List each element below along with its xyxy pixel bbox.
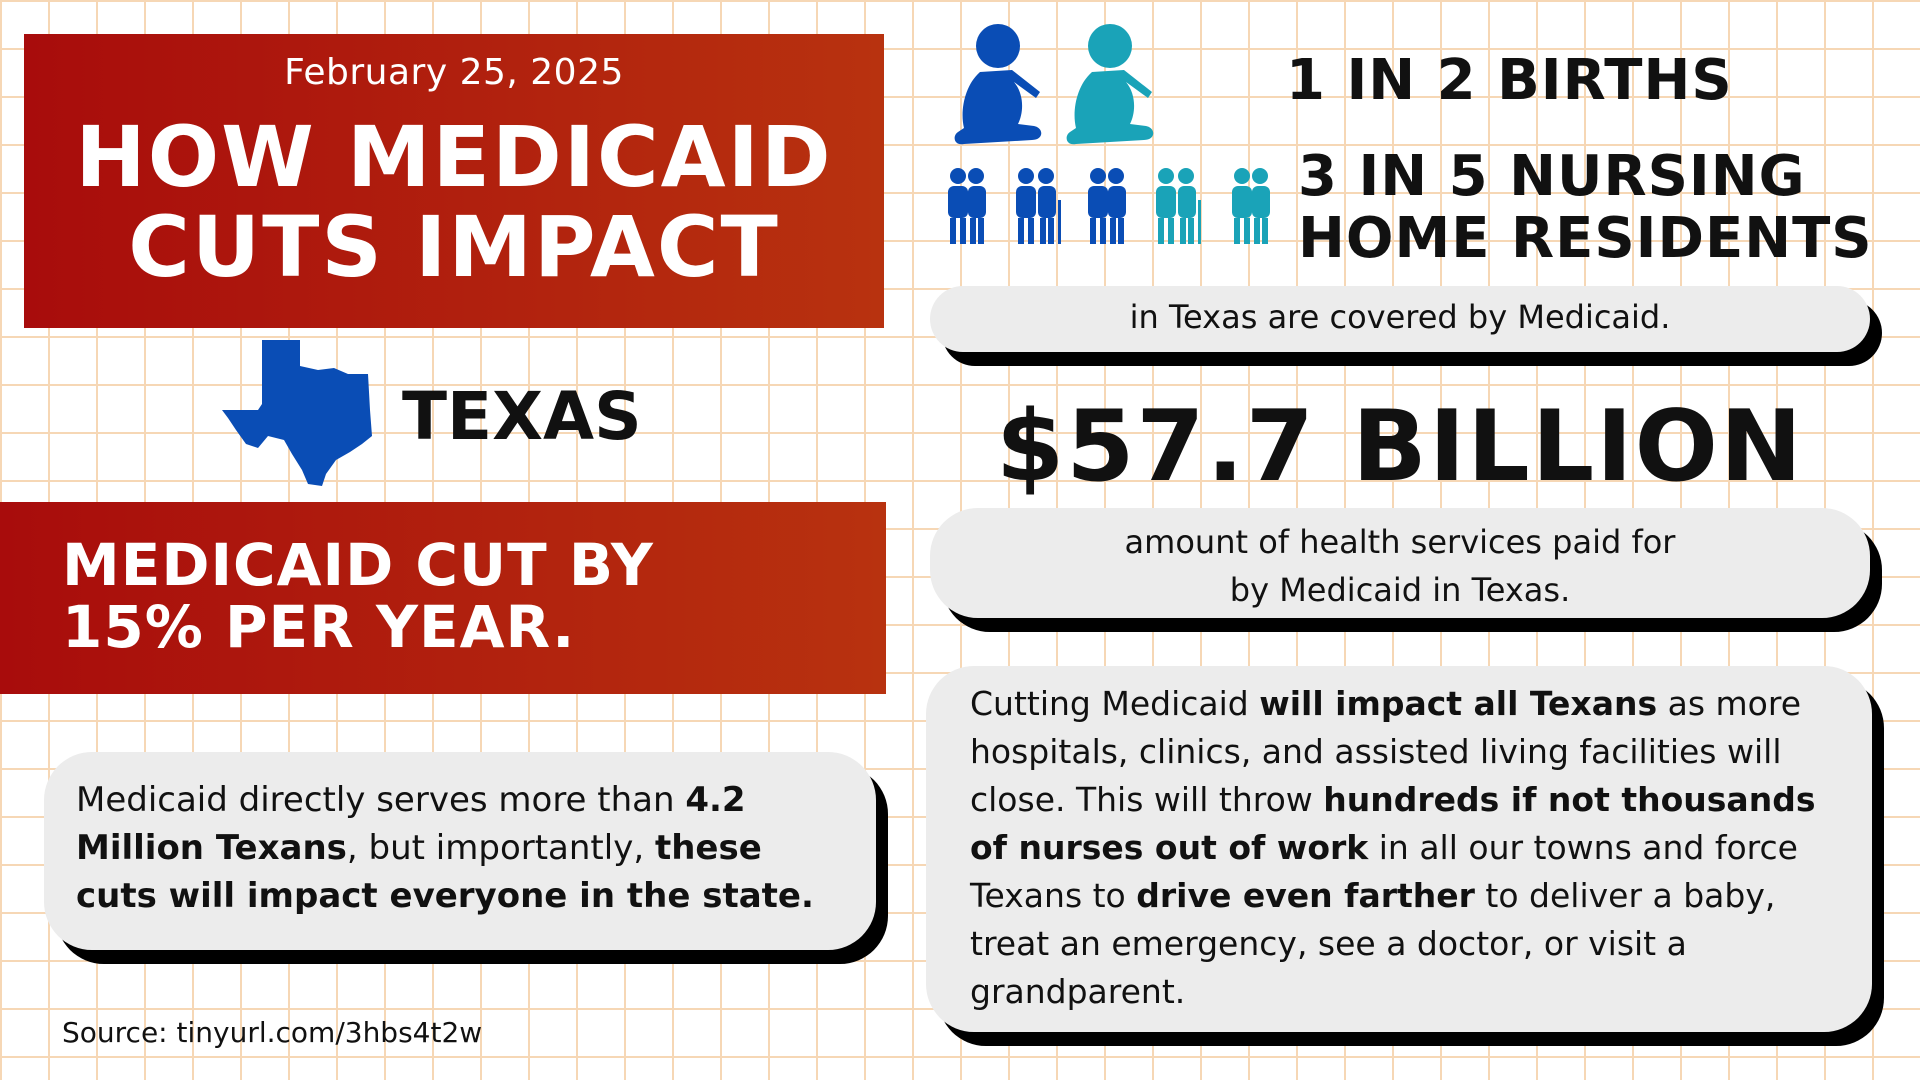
cut-line-1: MEDICAID CUT BY <box>62 531 654 599</box>
served-b2: these cuts will impact everyone in the s… <box>76 828 814 916</box>
amount-stat: $57.7 BILLION <box>996 390 1804 504</box>
stats-icons <box>954 24 1154 145</box>
elderly-couple-icon <box>948 168 986 244</box>
title-line-2: CUTS IMPACT <box>128 198 780 296</box>
nursing-line-2: HOME RESIDENTS <box>1298 206 1873 271</box>
page-title: HOW MEDICAID CUTS IMPACT <box>24 112 884 292</box>
births-stat: 1 IN 2 BIRTHS <box>1286 48 1733 113</box>
served-p1: Medicaid directly serves more than <box>76 780 686 820</box>
elderly-couple-icon <box>1156 168 1201 244</box>
served-text: Medicaid directly serves more than 4.2 M… <box>76 776 846 920</box>
covered-text: in Texas are covered by Medicaid. <box>1129 298 1671 336</box>
state-row: TEXAS <box>222 340 702 490</box>
elderly-couple-icon <box>1088 168 1126 244</box>
elderly-couple-icon <box>1016 168 1061 244</box>
baby-icon <box>954 24 1042 145</box>
source-text: Source: tinyurl.com/3hbs4t2w <box>62 1016 483 1049</box>
paid-line-1: amount of health services paid for <box>1124 523 1676 561</box>
served-bubble: Medicaid directly serves more than 4.2 M… <box>44 752 876 950</box>
impact-b3: drive even farther <box>1136 876 1475 915</box>
elderly-couple-icon <box>1232 168 1270 244</box>
elderly-icons <box>948 168 1270 244</box>
served-p2: , but importantly, <box>346 828 655 868</box>
impact-s2: as more hospitals, clinics, and assisted… <box>970 684 1802 819</box>
date-text: February 25, 2025 <box>284 52 624 93</box>
title-line-1: HOW MEDICAID <box>75 108 833 206</box>
paid-bubble: amount of health services paid for by Me… <box>930 508 1870 618</box>
nursing-stat: 3 IN 5 NURSING HOME RESIDENTS <box>1298 146 1873 270</box>
impact-s3: in all our towns and force Texans to <box>970 828 1798 915</box>
cut-line-2: 15% PER YEAR. <box>62 593 576 661</box>
cut-banner-text: MEDICAID CUT BY 15% PER YEAR. <box>62 534 654 658</box>
covered-bubble: in Texas are covered by Medicaid. <box>930 286 1870 352</box>
state-name: TEXAS <box>402 378 642 455</box>
impact-b2: hundreds if not thousands of nurses out … <box>970 780 1816 867</box>
baby-icon <box>1066 24 1154 145</box>
impact-bubble: Cutting Medicaid will impact all Texans … <box>926 666 1872 1032</box>
texas-map-icon <box>222 340 372 486</box>
impact-b1: will impact all Texans <box>1259 684 1658 723</box>
impact-text: Cutting Medicaid will impact all Texans … <box>970 680 1844 1016</box>
paid-line-2: by Medicaid in Texas. <box>1229 571 1571 609</box>
paid-text: amount of health services paid for by Me… <box>930 518 1870 614</box>
title-banner: February 25, 2025 HOW MEDICAID CUTS IMPA… <box>24 34 884 328</box>
cut-banner: MEDICAID CUT BY 15% PER YEAR. <box>0 502 886 694</box>
nursing-line-1: 3 IN 5 NURSING <box>1298 144 1806 209</box>
impact-s4: to deliver a baby, treat an emergency, s… <box>970 876 1776 1011</box>
served-b1: 4.2 Million Texans <box>76 780 746 868</box>
impact-s1: Cutting Medicaid <box>970 684 1260 723</box>
